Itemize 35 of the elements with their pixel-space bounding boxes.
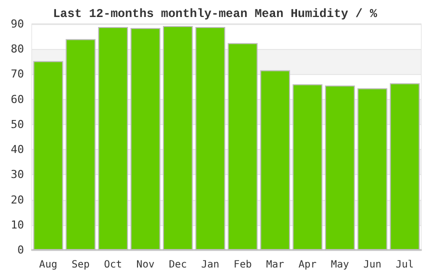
x-tick-label: Mar (266, 260, 284, 270)
x-tick-label: Jul (396, 260, 414, 270)
x-tick-label: May (330, 260, 349, 270)
y-tick-label: 90 (10, 18, 24, 30)
y-tick-label: 40 (10, 143, 24, 156)
bar (325, 86, 355, 250)
y-tick-label: 70 (10, 68, 24, 81)
bar (195, 27, 226, 250)
y-tick-label: 50 (10, 118, 24, 131)
bar (292, 84, 322, 250)
x-tick-label: Oct (104, 260, 122, 270)
x-tick-label: Aug (39, 260, 58, 270)
y-tick-label: 80 (10, 42, 24, 56)
bar (260, 70, 290, 250)
y-tick-label: 10 (10, 218, 24, 232)
bar (130, 28, 160, 250)
x-tick-label: Jan (201, 260, 220, 270)
bar (66, 39, 96, 250)
y-tick-label: 0 (17, 244, 24, 256)
bar (98, 27, 128, 250)
x-tick-label: Sep (72, 260, 90, 270)
y-tick-label: 30 (10, 168, 24, 182)
x-tick-label: Apr (298, 260, 317, 270)
bar (228, 43, 258, 250)
x-tick-label: Dec (168, 260, 187, 270)
chart-title: Last 12-months monthly-mean Mean Humidity / % (52, 7, 378, 21)
bar (33, 61, 64, 250)
bar (162, 26, 193, 250)
bar (357, 88, 388, 250)
y-tick-label: 20 (10, 193, 24, 206)
x-tick-label: Jun (363, 260, 382, 270)
x-tick-label: Feb (234, 260, 252, 270)
y-tick-label: 60 (10, 92, 24, 106)
x-tick-label: Nov (136, 260, 154, 270)
bar (390, 83, 420, 250)
